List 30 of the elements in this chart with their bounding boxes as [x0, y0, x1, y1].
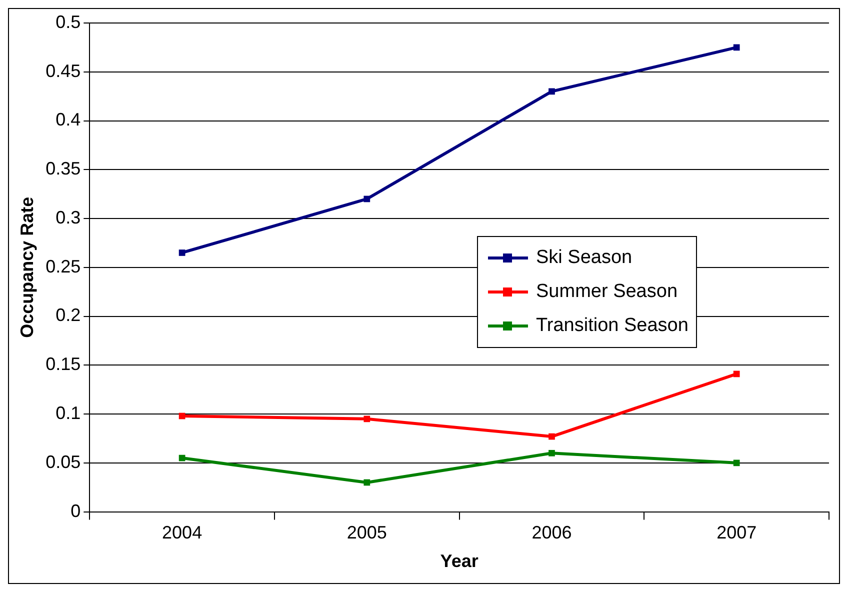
x-tick-label: 2007 — [716, 522, 757, 543]
y-tick-label: 0.5 — [56, 12, 81, 32]
y-tick-label: 0.1 — [56, 403, 81, 424]
point — [364, 196, 370, 202]
x-axis-title: Year — [440, 551, 478, 572]
point — [733, 44, 740, 51]
legend-label: Summer Season — [536, 281, 678, 303]
point — [178, 250, 186, 256]
point — [733, 370, 740, 378]
y-tick-label: 0.25 — [46, 256, 81, 276]
y-tick-label: 0.4 — [56, 110, 81, 130]
y-tick-label: 0.05 — [46, 452, 81, 472]
point — [548, 88, 555, 95]
x-tick-label: 2004 — [162, 522, 202, 543]
y-tick-label: 0.15 — [46, 354, 81, 374]
y-tick-label: 0.45 — [46, 60, 81, 81]
point — [548, 433, 555, 440]
y-tick-label: 0.3 — [56, 207, 81, 228]
y-tick-label: 0.35 — [46, 158, 81, 179]
point — [548, 450, 555, 456]
y-axis-title: Occupancy Rate — [16, 196, 37, 338]
legend-label: Transition Season — [536, 315, 688, 337]
y-tick-label: 0.2 — [56, 305, 81, 326]
point — [364, 479, 370, 486]
point — [733, 460, 740, 466]
x-tick-label: 2005 — [346, 522, 387, 543]
y-tick-label: 0 — [70, 500, 81, 521]
x-tick-label: 2006 — [532, 522, 572, 543]
point — [364, 416, 370, 422]
legend-label: Ski Season — [536, 247, 632, 269]
